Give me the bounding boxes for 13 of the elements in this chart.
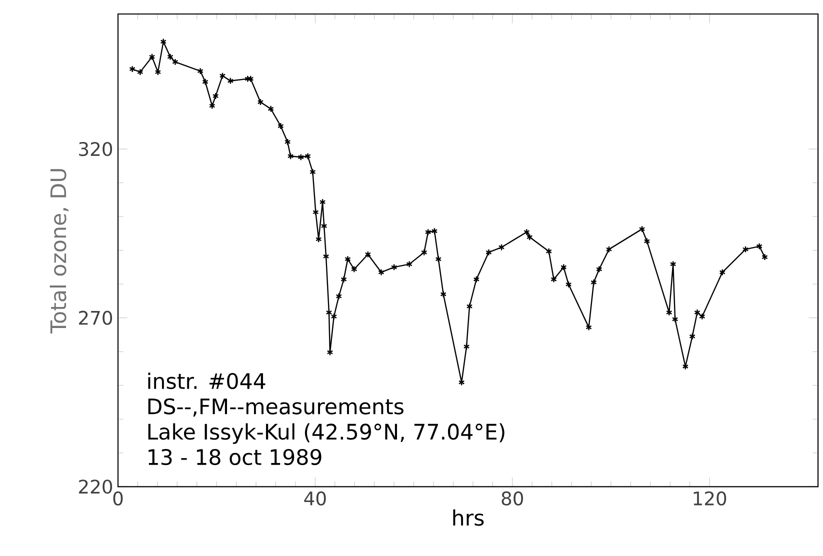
x-tick-label: 80 [502,491,524,506]
annotation: instr. #044 [148,372,266,390]
y-tick-label: 270 [79,310,112,325]
annotation: DS--,FM--measurements [148,398,404,417]
y-tick-label: 320 [79,142,112,156]
annotation: Lake Issyk-Kul (42.59°N, 77.04°E) [148,423,504,444]
x-tick-label: 0 [113,491,123,506]
annotation: 13 - 18 oct 1989 [148,449,322,466]
y-axis-title: Total ozone, DU [50,169,69,334]
x-tick-label: 120 [694,491,726,506]
y-tick-label: 220 [79,480,112,494]
x-axis-title: hrs [453,509,484,526]
x-tick-label: 40 [304,491,326,506]
